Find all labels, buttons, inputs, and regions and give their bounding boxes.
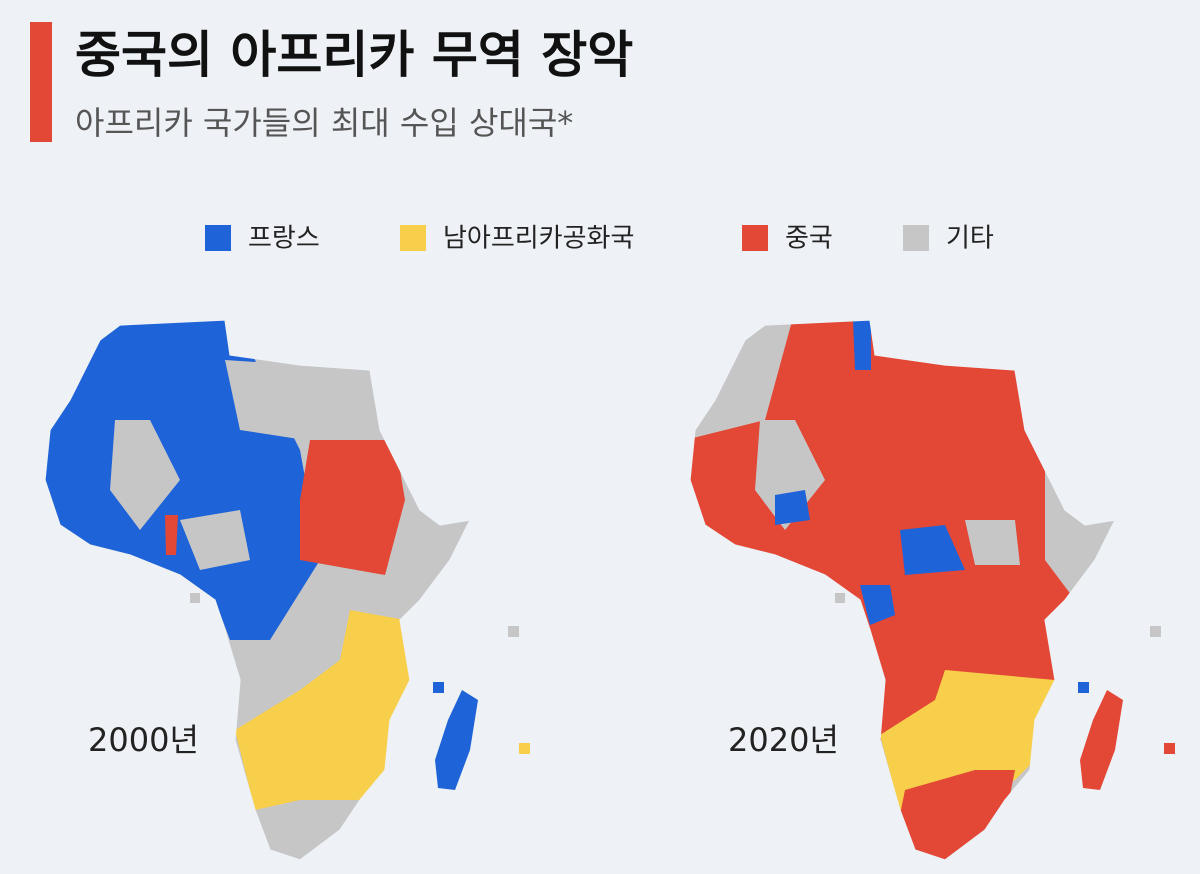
region — [690, 320, 1115, 740]
island — [435, 690, 478, 790]
accent-bar — [30, 22, 52, 142]
legend-label: 기타 — [946, 224, 994, 254]
subtitle: 아프리카 국가들의 최대 수입 상대국* — [75, 104, 573, 142]
legend-swatch — [400, 225, 426, 251]
region — [45, 320, 320, 640]
legend-label: 남아프리카공화국 — [443, 224, 634, 254]
legend: 프랑스 남아프리카공화국 중국 기타 — [205, 224, 994, 254]
region — [300, 440, 405, 575]
region — [895, 770, 1015, 860]
island — [508, 626, 519, 637]
region — [225, 360, 305, 440]
island — [519, 743, 530, 754]
year-label: 2020년 — [728, 721, 839, 759]
island — [1078, 682, 1089, 693]
title: 중국의 아프리카 무역 장악 — [75, 26, 633, 84]
region — [755, 420, 825, 530]
region — [110, 420, 180, 530]
map-2020: 2020년 — [689, 319, 1175, 861]
legend-swatch — [903, 225, 929, 251]
island — [190, 593, 200, 603]
region — [180, 510, 250, 570]
legend-label: 중국 — [785, 224, 833, 254]
region — [900, 525, 965, 575]
island — [433, 682, 444, 693]
island — [1164, 743, 1175, 754]
region — [853, 320, 871, 370]
legend-swatch — [205, 225, 231, 251]
island — [835, 593, 845, 603]
region — [860, 585, 895, 625]
region — [165, 515, 178, 555]
map-2000: 2000년 — [44, 319, 530, 861]
region — [965, 520, 1020, 565]
region — [775, 490, 810, 525]
year-label: 2000년 — [88, 721, 199, 759]
region — [235, 610, 420, 810]
legend-swatch — [742, 225, 768, 251]
island — [1080, 690, 1123, 790]
legend-label: 프랑스 — [248, 224, 320, 254]
island — [1150, 626, 1161, 637]
